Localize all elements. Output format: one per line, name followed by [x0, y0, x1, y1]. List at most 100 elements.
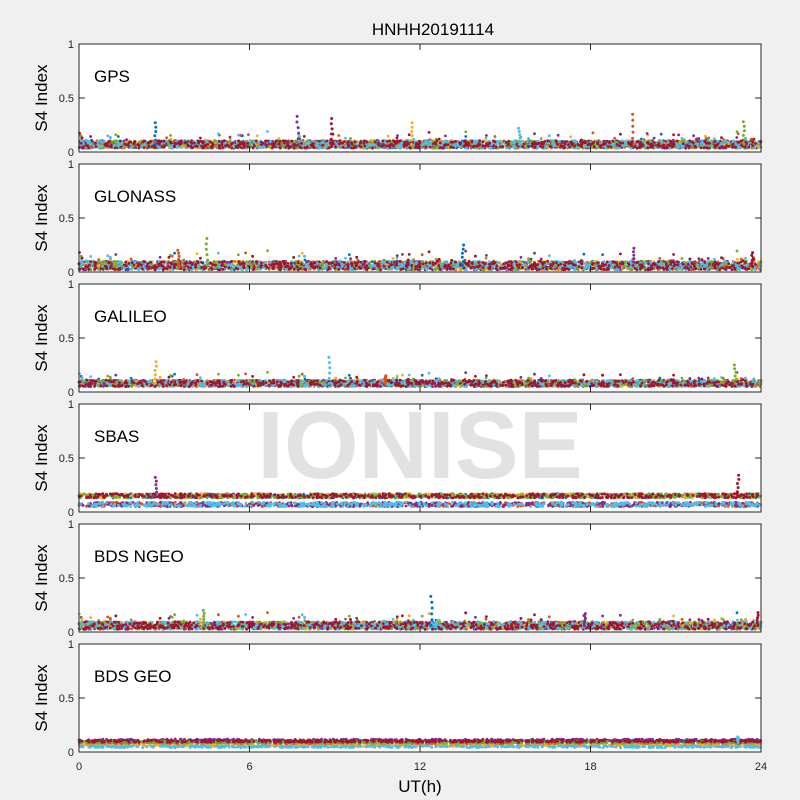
data-point [303, 135, 306, 138]
data-point [464, 130, 467, 133]
data-point [725, 144, 728, 147]
data-point [482, 140, 485, 143]
data-point [595, 145, 598, 148]
data-point [459, 143, 462, 146]
data-point [731, 146, 734, 149]
data-point [717, 140, 720, 143]
data-point [641, 139, 644, 142]
data-point [299, 146, 302, 149]
data-point [244, 252, 247, 255]
data-point [731, 143, 734, 146]
spike-point [631, 113, 634, 116]
data-point [543, 140, 546, 143]
spike-point [631, 137, 634, 140]
data-point [476, 144, 479, 147]
data-point [322, 144, 325, 147]
data-point [466, 142, 469, 145]
data-point [450, 145, 453, 148]
data-point [704, 140, 707, 143]
data-point [613, 137, 616, 140]
data-point [663, 146, 666, 149]
data-point [125, 138, 128, 141]
data-point [369, 140, 372, 143]
data-point [608, 142, 611, 145]
data-point [421, 253, 424, 256]
data-point [694, 145, 697, 148]
data-point [726, 141, 729, 144]
data-point [334, 145, 337, 148]
y-axis-label: S4 Index [32, 64, 51, 132]
spike-point [518, 130, 521, 133]
data-point [286, 144, 289, 147]
data-point [750, 147, 753, 150]
data-point [137, 143, 140, 146]
data-point [682, 142, 685, 145]
data-point [353, 146, 356, 149]
data-point [708, 142, 711, 145]
spike-point [411, 126, 414, 129]
data-point [533, 146, 536, 149]
spike-point [153, 134, 156, 137]
data-point [370, 144, 373, 147]
spike-point [297, 137, 300, 140]
plot-area [79, 164, 761, 272]
data-point [382, 140, 385, 143]
data-point [173, 145, 176, 148]
data-point [432, 142, 435, 145]
data-point [422, 143, 425, 146]
data-point [622, 144, 625, 147]
data-point [400, 144, 403, 147]
data-point [185, 141, 188, 144]
data-point [360, 140, 363, 143]
data-point [740, 140, 743, 143]
data-point [214, 145, 217, 148]
spike-point [330, 122, 333, 125]
data-point [203, 144, 206, 147]
data-point [579, 140, 582, 143]
data-point [279, 140, 282, 143]
data-point [228, 145, 231, 148]
data-point [338, 143, 341, 146]
data-point [289, 145, 292, 148]
data-point [266, 130, 269, 133]
data-point [602, 143, 605, 146]
data-point [343, 140, 346, 143]
panel-glonass: 00.51S4 Index GLONASS [32, 159, 762, 279]
data-point [603, 140, 606, 143]
data-point [397, 145, 400, 148]
data-point [220, 143, 223, 146]
data-point [214, 140, 217, 143]
data-point [417, 147, 420, 150]
data-point [211, 147, 214, 150]
data-point [386, 140, 389, 143]
data-point [513, 146, 516, 149]
data-point [350, 141, 353, 144]
spike-point [296, 115, 299, 118]
data-point [173, 252, 176, 255]
data-point [573, 145, 576, 148]
data-point [247, 142, 250, 145]
data-point [269, 140, 272, 143]
data-point [735, 143, 738, 146]
data-point [609, 145, 612, 148]
data-point [240, 146, 243, 149]
data-point [653, 141, 656, 144]
data-point [316, 144, 319, 147]
data-point [187, 144, 190, 147]
chart-title: HNHH20191114 [372, 20, 494, 39]
data-point [447, 143, 450, 146]
spike-point [330, 117, 333, 120]
data-point [190, 141, 193, 144]
spike-point [154, 121, 157, 124]
spike-point [743, 125, 746, 128]
data-point [344, 137, 347, 140]
data-point [539, 145, 542, 148]
data-point [230, 147, 233, 150]
spike-point [743, 129, 746, 132]
data-point [88, 140, 91, 143]
data-point [169, 134, 172, 137]
data-point [464, 135, 467, 138]
data-point [110, 143, 113, 146]
data-point [542, 145, 545, 148]
data-point [612, 140, 615, 143]
